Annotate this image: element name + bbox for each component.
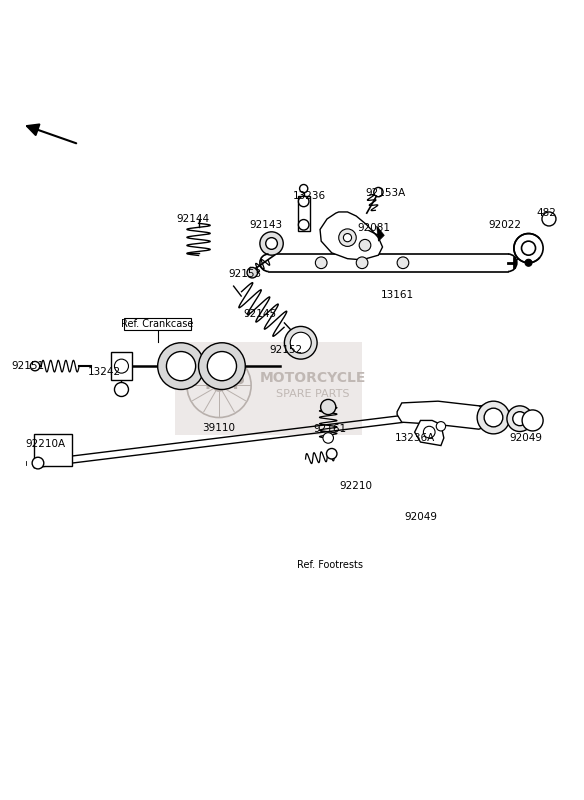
Circle shape [542,212,556,226]
Text: 92049: 92049 [509,433,542,443]
Circle shape [326,449,337,459]
Text: 92210: 92210 [340,482,373,491]
Text: 92210A: 92210A [26,439,65,449]
Text: 482: 482 [536,208,556,218]
Polygon shape [298,196,310,230]
Text: 92049: 92049 [404,512,437,522]
Circle shape [484,408,503,427]
Circle shape [321,399,336,414]
Text: 13242: 13242 [88,367,120,377]
Polygon shape [320,212,383,260]
Bar [33,434,71,466]
Circle shape [315,257,327,269]
Text: MOTORCYCLE: MOTORCYCLE [259,371,366,385]
Circle shape [284,326,317,359]
Circle shape [199,342,245,390]
Text: 92143: 92143 [249,220,282,230]
Text: 92145: 92145 [244,309,276,318]
Circle shape [32,458,44,469]
Circle shape [213,380,225,391]
Circle shape [207,351,237,381]
Circle shape [514,234,543,262]
Text: MSP: MSP [204,374,245,393]
Text: 13161: 13161 [381,290,413,300]
Circle shape [260,232,283,255]
Circle shape [266,238,277,250]
Circle shape [343,234,352,242]
Circle shape [30,362,40,371]
Circle shape [300,185,308,193]
Circle shape [339,229,356,246]
Bar [175,342,362,435]
Circle shape [247,267,258,278]
Circle shape [114,359,128,373]
Circle shape [525,259,532,266]
Circle shape [522,410,543,431]
Circle shape [290,332,311,354]
Circle shape [374,187,383,197]
Circle shape [436,422,446,431]
Circle shape [158,342,204,390]
Circle shape [298,219,309,230]
Text: Ref. Footrests: Ref. Footrests [297,560,363,570]
Circle shape [507,406,533,431]
Text: 92153A: 92153A [366,188,405,198]
Text: Ref. Crankcase: Ref. Crankcase [121,319,194,329]
Text: 92081: 92081 [357,222,390,233]
Text: SPARE PARTS: SPARE PARTS [276,389,349,399]
Text: 39110: 39110 [203,423,235,433]
Polygon shape [397,401,493,429]
Text: 92153: 92153 [229,270,262,279]
Circle shape [397,257,409,269]
Text: 92144: 92144 [176,214,209,224]
Circle shape [359,239,371,251]
Circle shape [513,412,527,426]
Text: 92152: 92152 [270,346,303,355]
Circle shape [522,241,536,255]
Circle shape [323,433,333,443]
Text: 92161: 92161 [314,424,346,434]
Text: 13236A: 13236A [395,433,434,443]
Bar [124,318,191,330]
Circle shape [114,382,128,397]
Polygon shape [377,226,384,241]
Polygon shape [415,421,444,446]
Text: 92022: 92022 [489,220,522,230]
Circle shape [423,426,435,438]
Circle shape [166,351,196,381]
Circle shape [356,257,368,269]
Text: 13236: 13236 [293,190,326,201]
Circle shape [298,196,309,206]
Circle shape [477,401,510,434]
Text: 92151: 92151 [12,361,44,371]
Bar [111,352,132,380]
